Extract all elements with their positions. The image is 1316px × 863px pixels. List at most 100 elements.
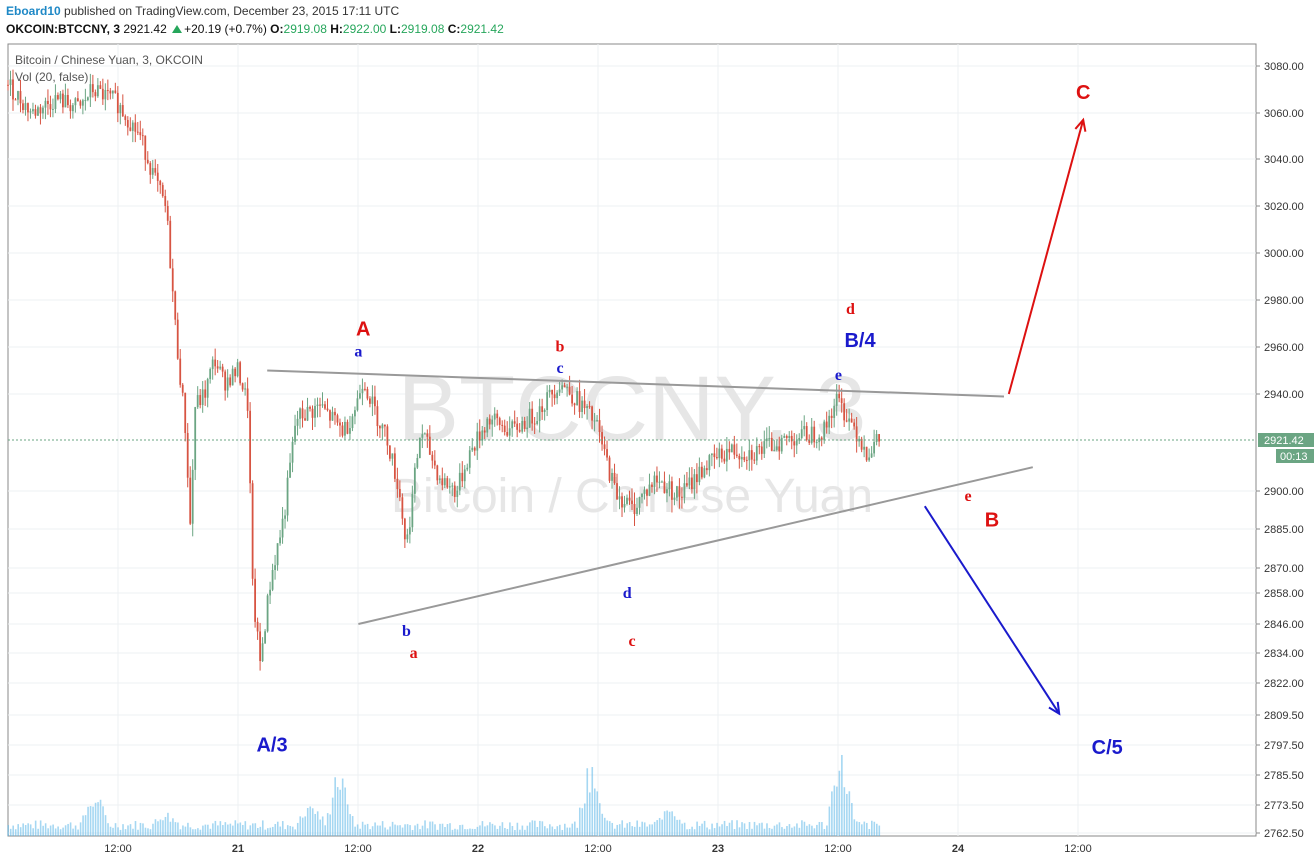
candle-body — [159, 180, 162, 186]
candle-body — [9, 79, 12, 86]
wave-label: C/5 — [1092, 737, 1123, 759]
volume-bar — [781, 827, 783, 836]
candle-body — [561, 385, 564, 390]
volume-bar — [758, 823, 761, 836]
volume-bar — [354, 826, 356, 836]
candle-body — [294, 425, 296, 442]
candle-body — [401, 497, 404, 519]
low-label: L: — [389, 22, 401, 36]
candle-body — [878, 434, 881, 442]
candle-body — [141, 135, 144, 137]
candle-body — [27, 103, 29, 113]
candle-body — [144, 135, 147, 160]
candle-body — [224, 371, 227, 391]
volume-bar — [521, 825, 524, 836]
candle-body — [478, 431, 481, 441]
volume-bar — [728, 822, 731, 836]
volume-bar — [426, 828, 429, 836]
volume-bar — [653, 821, 656, 836]
volume-bar — [391, 821, 394, 836]
volume-bar — [506, 828, 509, 836]
candle-body — [54, 95, 57, 109]
volume-bar — [586, 768, 589, 836]
volume-bar — [696, 821, 698, 836]
y-tick-label: 3060.00 — [1264, 108, 1304, 120]
candle-body — [274, 565, 276, 570]
candle-body — [446, 478, 449, 488]
volume-bar — [673, 816, 676, 836]
candle-body — [863, 446, 866, 450]
wave-label: d — [623, 585, 632, 602]
volume-bar — [304, 816, 307, 836]
volume-bar — [591, 767, 594, 836]
candle-body — [239, 362, 242, 384]
candle-body — [611, 472, 613, 481]
volume-bar — [147, 828, 149, 836]
candle-body — [666, 489, 668, 494]
candle-body — [289, 462, 291, 478]
candle-body — [146, 159, 149, 164]
candle-body — [788, 435, 791, 439]
volume-bar — [826, 825, 828, 836]
candle-body — [653, 475, 656, 487]
candle-body — [483, 430, 486, 433]
author-link[interactable]: Eboard10 — [6, 4, 61, 18]
candle-body — [131, 122, 134, 131]
volume-bar — [444, 827, 446, 836]
volume-bar — [571, 823, 574, 836]
candle-body — [526, 427, 529, 429]
volume-bar — [691, 826, 693, 836]
candle-body — [698, 466, 701, 483]
volume-bar — [434, 824, 436, 836]
blue-arrow-line — [923, 505, 1061, 715]
candle-body — [820, 437, 823, 441]
candle-body — [641, 493, 643, 498]
candle-body — [538, 406, 541, 422]
y-tick-label: 2940.00 — [1264, 389, 1304, 401]
candle-body — [231, 368, 234, 386]
candle-body — [438, 478, 441, 481]
candle-body — [466, 467, 469, 470]
volume-bar — [569, 827, 571, 836]
candle-body — [780, 437, 783, 452]
candle-body — [803, 426, 806, 430]
candle-body — [518, 429, 521, 432]
candle-body — [790, 435, 793, 442]
volume-bar — [92, 806, 94, 836]
candle-body — [52, 108, 54, 110]
volume-bar — [466, 829, 469, 836]
volume-bar — [776, 824, 778, 836]
volume-bar — [32, 828, 34, 836]
volume-bar — [751, 828, 753, 836]
volume-bar — [132, 828, 134, 836]
volume-bar — [316, 811, 319, 836]
volume-bar — [184, 826, 187, 836]
volume-bar — [449, 823, 451, 836]
volume-bar — [202, 825, 204, 836]
candle-body — [259, 631, 261, 662]
volume-bar — [486, 825, 489, 836]
candle-body — [813, 426, 816, 443]
blue-arrowhead-icon — [1048, 701, 1061, 716]
candle-body — [156, 172, 159, 181]
volume-bar — [611, 822, 614, 836]
candle-body — [720, 448, 723, 459]
candle-body — [413, 467, 416, 494]
volume-bar — [793, 826, 796, 836]
x-tick-label: 12:00 — [104, 843, 132, 855]
volume-bar — [638, 826, 641, 836]
volume-bar — [748, 822, 751, 836]
volume-bar — [603, 817, 606, 836]
volume-bar — [252, 823, 254, 836]
candle-body — [149, 163, 152, 175]
volume-bar — [636, 820, 638, 836]
candle-body — [571, 394, 573, 404]
candle-body — [121, 105, 124, 117]
volume-bar — [546, 828, 549, 836]
candle-body — [723, 458, 726, 462]
volume-bar — [554, 829, 556, 836]
volume-bar — [189, 827, 192, 836]
candle-body — [676, 486, 678, 498]
volume-bar — [646, 826, 648, 836]
